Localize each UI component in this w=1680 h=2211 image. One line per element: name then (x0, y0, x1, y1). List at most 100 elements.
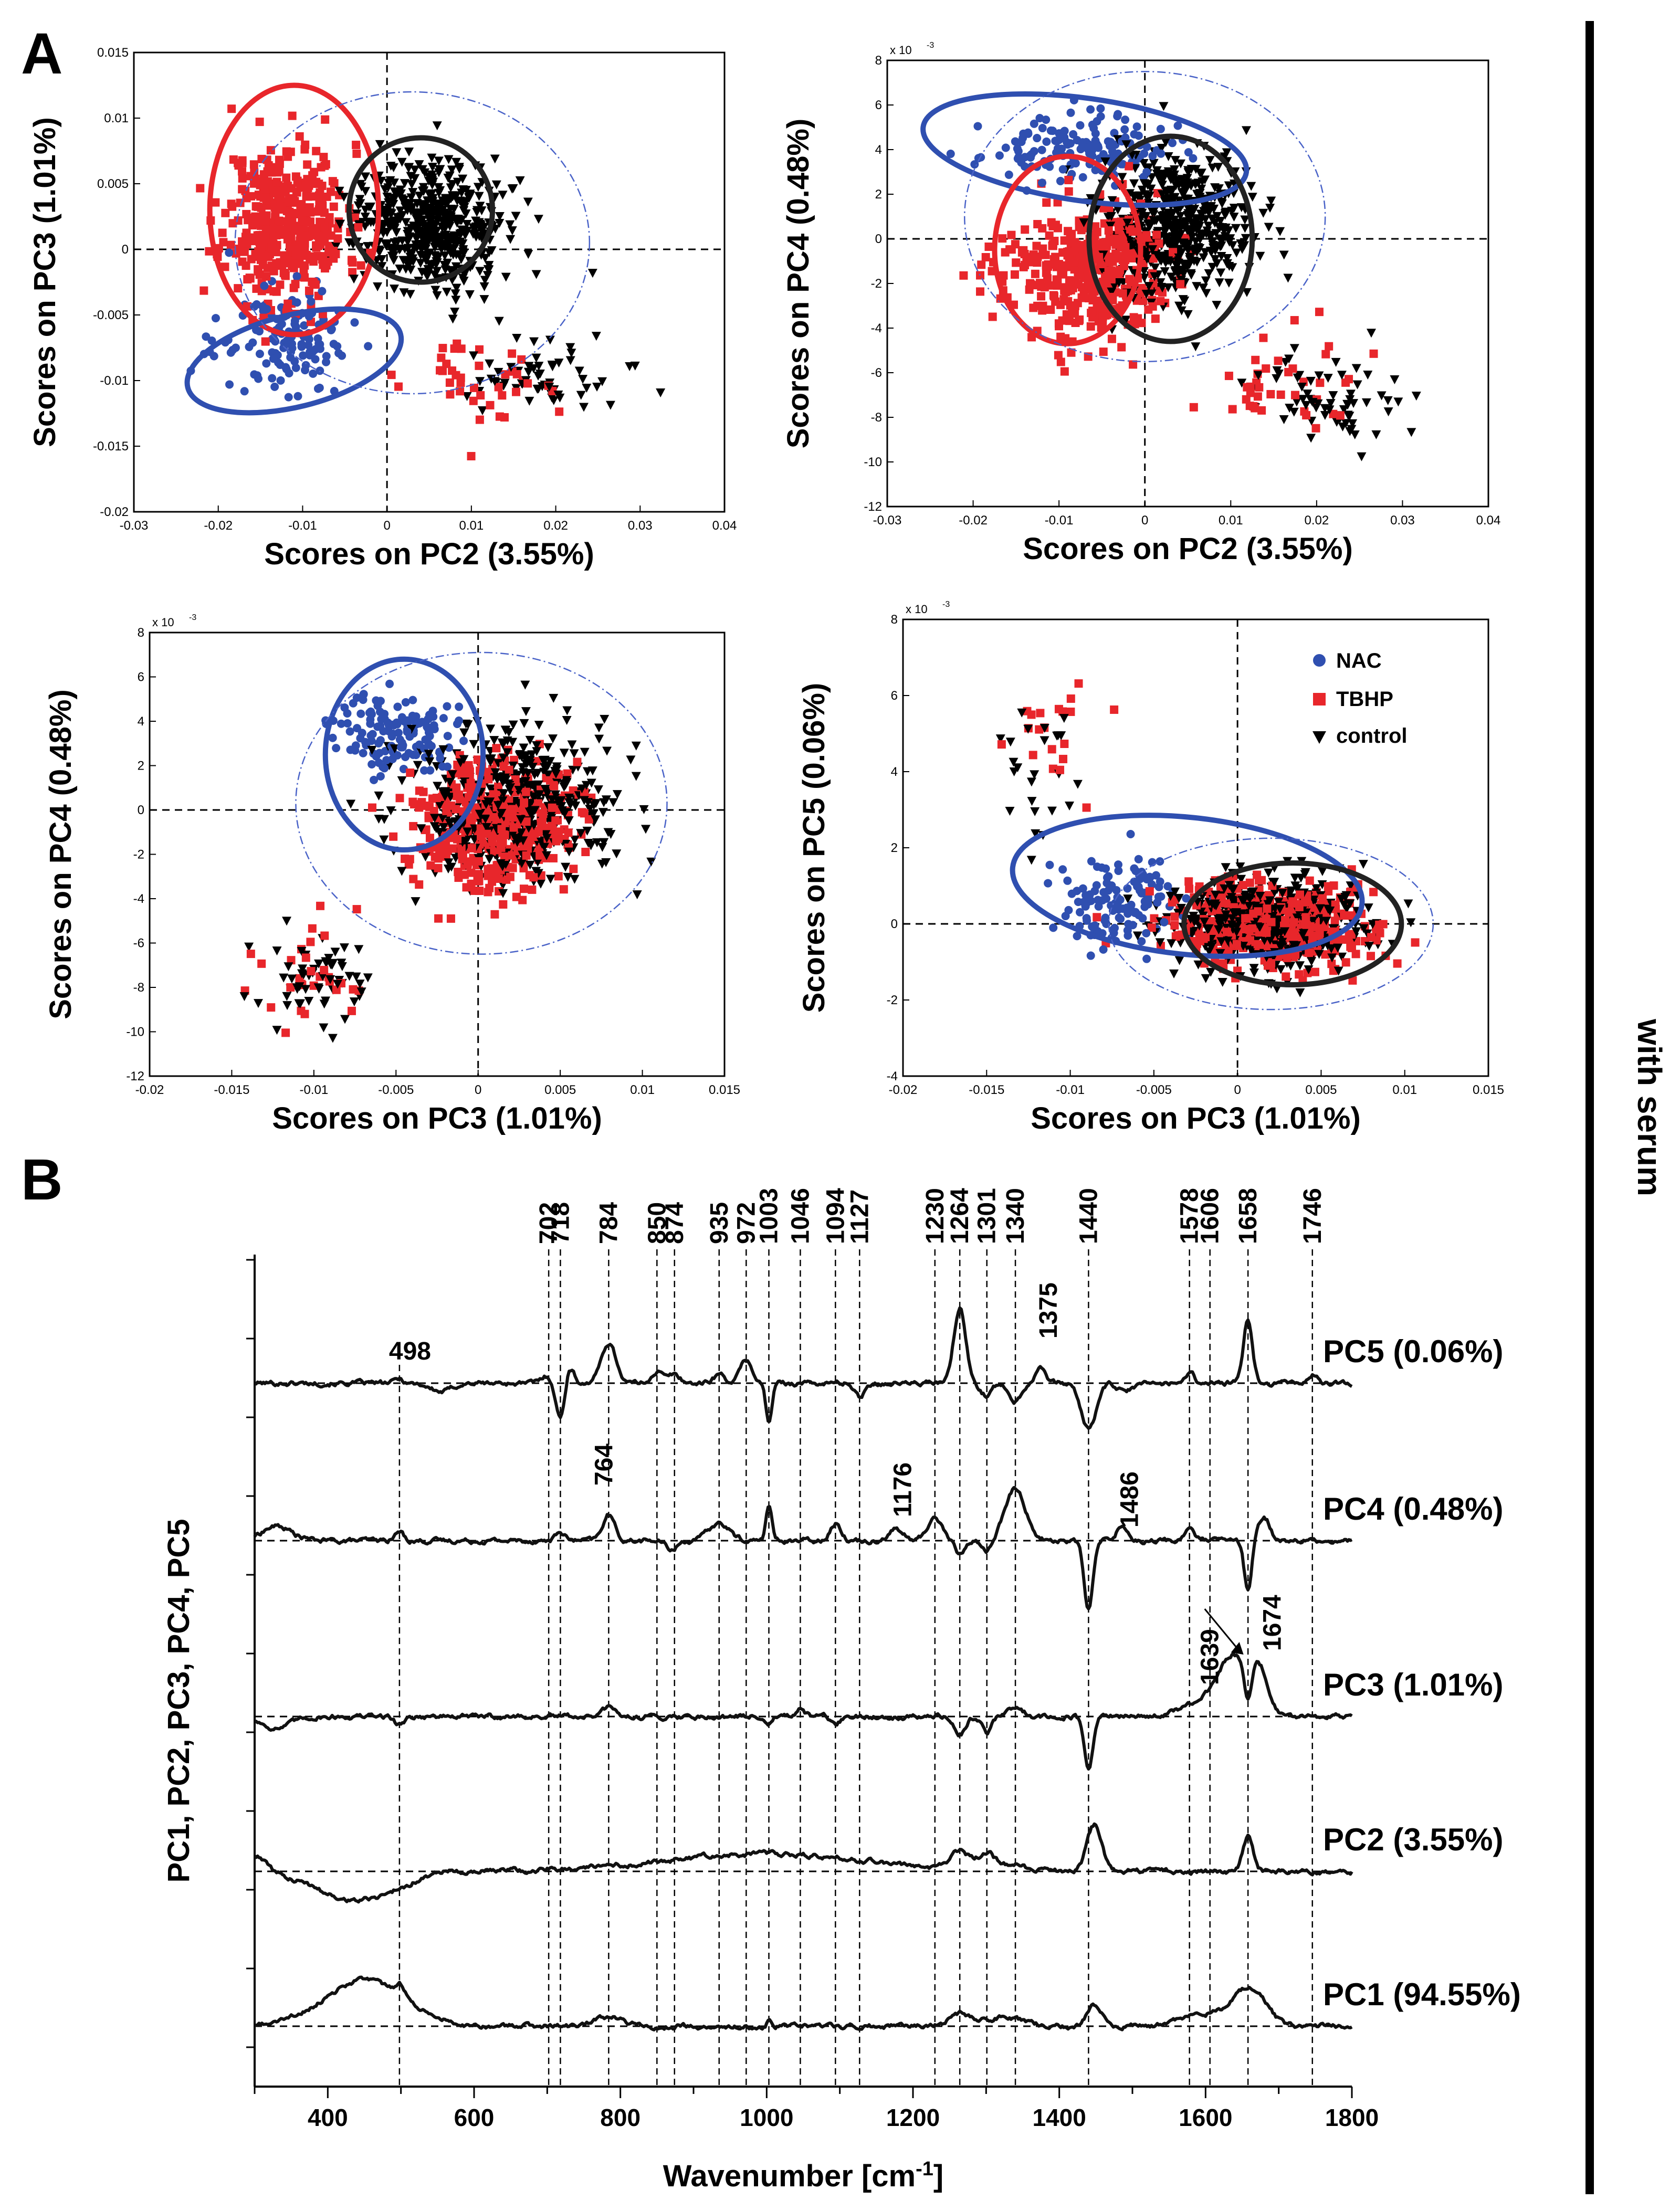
point-control (355, 180, 365, 189)
point-tbhp (1045, 231, 1054, 240)
point-control (1255, 891, 1265, 901)
point-nac (1114, 110, 1122, 119)
point-nac (1067, 889, 1076, 898)
y-tick-label: 6 (891, 689, 898, 703)
peak-label-top: 1578 (1176, 1188, 1204, 1244)
point-control (361, 187, 371, 196)
point-control (1217, 199, 1227, 208)
point-control (1183, 310, 1193, 319)
point-nac (359, 749, 368, 757)
point-control (407, 180, 417, 189)
point-control (1192, 216, 1202, 226)
point-control (397, 867, 407, 876)
point-control (326, 975, 335, 984)
point-control (1255, 251, 1265, 261)
point-control (612, 790, 622, 799)
point-tbhp (435, 847, 444, 856)
point-tbhp (494, 782, 503, 791)
x-tick-label: 0.01 (1219, 513, 1243, 528)
point-tbhp (467, 452, 476, 461)
point-control (339, 943, 349, 953)
point-nac (1136, 875, 1144, 883)
point-nac (292, 272, 301, 281)
point-control (498, 862, 508, 871)
point-nac (316, 366, 324, 375)
point-control (524, 396, 534, 406)
point-tbhp (1336, 411, 1345, 420)
point-control (1406, 428, 1416, 437)
point-control (445, 777, 455, 787)
point-control (1059, 714, 1069, 723)
point-tbhp (1170, 921, 1179, 930)
point-control (482, 271, 492, 280)
point-control (512, 834, 522, 843)
point-control (1203, 222, 1213, 231)
point-nac (1114, 866, 1123, 875)
point-tbhp (522, 851, 531, 860)
point-tbhp (1035, 725, 1044, 734)
point-tbhp (312, 224, 321, 233)
point-control (1204, 208, 1214, 218)
point-control (576, 391, 586, 400)
point-tbhp (227, 104, 236, 113)
point-nac (1147, 880, 1156, 889)
y-tick-label: -2 (133, 848, 144, 862)
point-tbhp (269, 188, 278, 197)
point-control (1201, 276, 1211, 286)
point-tbhp (289, 283, 298, 292)
y-tick-label: -10 (864, 455, 882, 469)
point-nac (300, 321, 309, 330)
point-tbhp (1224, 372, 1233, 381)
point-nac (269, 354, 278, 363)
point-tbhp (432, 794, 441, 803)
point-control (554, 359, 564, 368)
point-tbhp (280, 251, 289, 260)
point-tbhp (1074, 679, 1083, 688)
point-control (578, 375, 588, 384)
point-control (536, 879, 545, 889)
point-nac (1083, 916, 1091, 925)
point-tbhp (352, 905, 361, 914)
point-control (1139, 273, 1149, 283)
point-control (1040, 736, 1049, 745)
point-control (366, 218, 376, 227)
point-nac (260, 281, 269, 290)
point-nac (211, 314, 220, 323)
point-control (422, 196, 432, 206)
point-control (1293, 373, 1303, 383)
point-nac (1157, 149, 1166, 158)
point-control (502, 748, 512, 757)
x-tick-label: -0.02 (959, 513, 988, 528)
point-control (440, 265, 450, 275)
point-nac (1182, 894, 1191, 903)
point-control (1163, 152, 1173, 162)
point-control (1040, 724, 1049, 733)
point-tbhp (234, 159, 243, 167)
point-nac (276, 376, 285, 385)
point-control (459, 277, 469, 286)
point-tbhp (306, 208, 315, 217)
point-control (1276, 928, 1286, 938)
point-control (1205, 156, 1215, 165)
confidence-ellipse (963, 71, 1326, 362)
point-control (421, 268, 430, 277)
point-control (434, 156, 444, 166)
point-control (1366, 329, 1376, 338)
point-tbhp (1032, 241, 1041, 250)
point-tbhp (387, 371, 396, 380)
point-nac (1173, 121, 1182, 130)
point-tbhp (1284, 907, 1293, 916)
point-tbhp (228, 202, 237, 211)
x-tick-label: -0.015 (969, 1083, 1004, 1097)
point-control (1307, 957, 1317, 966)
point-control (1217, 978, 1227, 987)
point-control (1176, 903, 1186, 913)
point-control (577, 784, 587, 794)
point-control (498, 753, 508, 763)
point-tbhp (425, 803, 434, 812)
point-nac (207, 336, 216, 345)
point-control (353, 201, 363, 210)
point-nac (368, 730, 377, 739)
point-tbhp (318, 199, 327, 208)
point-tbhp (1241, 925, 1250, 934)
